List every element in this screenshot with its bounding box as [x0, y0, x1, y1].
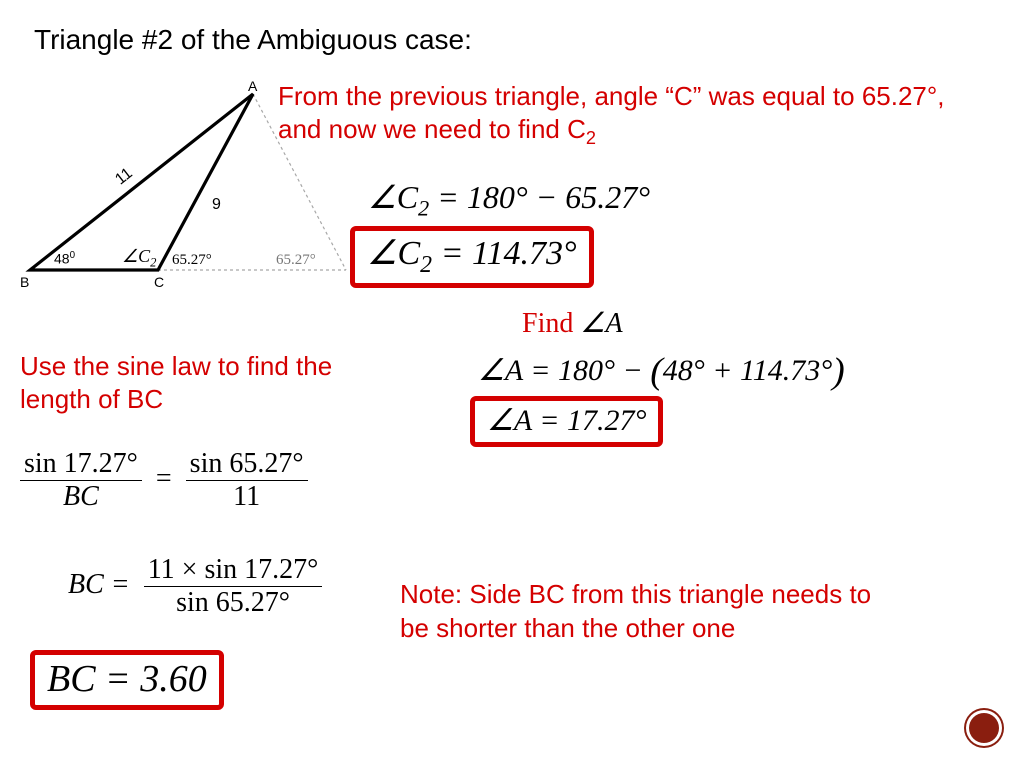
bc-num: 11 × sin 17.27° [144, 554, 323, 586]
triangle-svg [18, 80, 358, 304]
sine-law-heading: Use the sine law to find the length of B… [20, 350, 340, 415]
angle-c2-sub: 2 [150, 256, 156, 270]
vertex-b: B [20, 274, 29, 290]
find-a-sym: ∠A [580, 308, 622, 339]
intro-sub: 2 [586, 128, 596, 148]
bc-lhs: BC = [68, 569, 130, 600]
angle-c2-sym: ∠C [122, 246, 150, 266]
sl-left-den: BC [63, 481, 99, 512]
eq-a-box: ∠A = 17.27° [470, 396, 663, 447]
sine-law-eq: sin 17.27° BC = sin 65.27° 11 [20, 448, 308, 513]
angle-b-sup: 0 [70, 250, 75, 261]
intro-seg1: From the previous triangle, angle “C” wa… [278, 81, 945, 144]
bc-den: sin 65.27° [144, 586, 323, 619]
find-a-label: Find ∠A [522, 306, 623, 340]
sl-right-num: sin 65.27° [186, 448, 308, 480]
bc-frac-eq: BC = 11 × sin 17.27° sin 65.27° [68, 554, 322, 619]
next-slide-button[interactable] [966, 710, 1002, 746]
intro-text: From the previous triangle, angle “C” wa… [278, 80, 988, 149]
eq-a-line1: ∠A = 180° − (48° + 114.73°) [478, 350, 845, 393]
angle-b-val: 48 [54, 251, 70, 267]
sl-right-den: 11 [186, 480, 308, 513]
side-ac-label: 9 [212, 196, 221, 214]
angle-ghost: 65.27° [276, 252, 316, 269]
note-text: Note: Side BC from this triangle needs t… [400, 578, 900, 646]
bc-result-box: BC = 3.60 [30, 650, 224, 710]
angle-b-label: 480 [54, 250, 75, 267]
page-title: Triangle #2 of the Ambiguous case: [34, 24, 472, 56]
vertex-a: A [248, 78, 257, 94]
eq-c2-box: ∠C2 = 114.73° [350, 226, 594, 288]
angle-c2-inner: ∠C2 [122, 246, 156, 271]
sl-left-num: sin 17.27° [20, 448, 142, 480]
find-a-red: Find [522, 308, 580, 339]
eq-c2-line1: ∠C2 = 180° − 65.27° [368, 178, 650, 221]
angle-c-ext: 65.27° [172, 252, 212, 269]
triangle-diagram: A B C 11 9 480 ∠C2 65.27° 65.27° [18, 80, 358, 304]
vertex-c: C [154, 274, 164, 290]
